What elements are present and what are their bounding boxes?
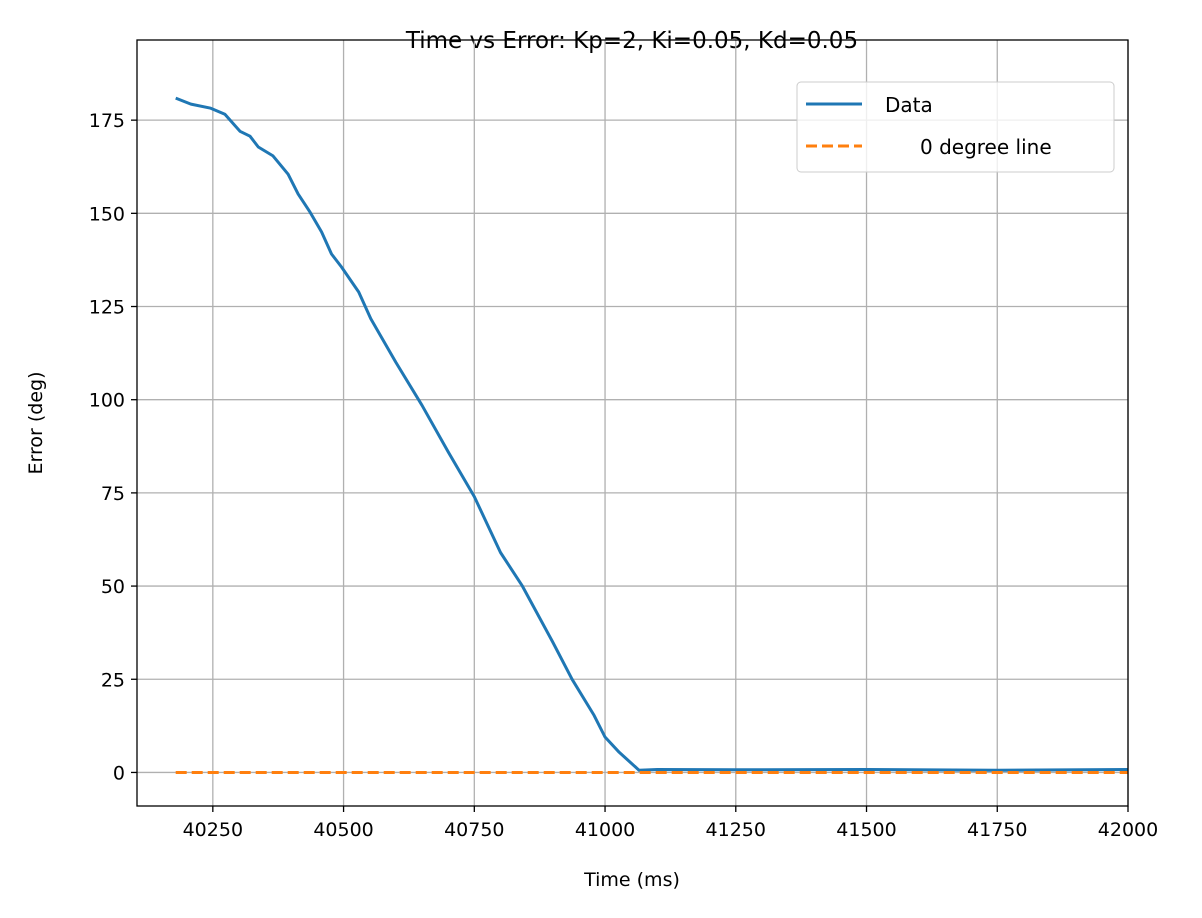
legend-label-zero-line: 0 degree line xyxy=(920,135,1052,159)
legend-label-data: Data xyxy=(885,93,933,117)
chart-title: Time vs Error: Kp=2, Ki=0.05, Kd=0.05 xyxy=(405,28,858,54)
x-tick-label: 41000 xyxy=(575,819,635,841)
y-tick-label: 50 xyxy=(101,576,125,598)
series xyxy=(175,96,1128,774)
legend-box xyxy=(796,81,1115,173)
y-tick-label: 75 xyxy=(101,483,125,505)
y-tick-label: 125 xyxy=(89,297,125,319)
x-tick-label: 41750 xyxy=(967,819,1027,841)
x-tick-label: 40250 xyxy=(183,819,243,841)
y-tick-label: 175 xyxy=(89,110,125,132)
x-tick-label: 41250 xyxy=(706,819,766,841)
y-axis-label: Error (deg) xyxy=(25,372,47,475)
series-line-data xyxy=(175,96,1128,772)
y-tick-label: 150 xyxy=(89,203,125,225)
y-tick-label: 25 xyxy=(101,669,125,691)
ticks: 40250 40500 40750 41000 41250 41500 41750 42000… xyxy=(89,110,1158,841)
y-tick-label: 100 xyxy=(89,390,125,412)
x-tick-label: 42000 xyxy=(1098,819,1158,841)
x-axis-label: Time (ms) xyxy=(583,869,680,891)
x-tick-label: 40750 xyxy=(444,819,504,841)
y-tick-label: 0 xyxy=(113,762,125,784)
legend: Data 0 degree line xyxy=(796,81,1115,173)
x-tick-label: 41500 xyxy=(836,819,896,841)
plot-frame xyxy=(136,39,1129,807)
x-tick-label: 40500 xyxy=(313,819,373,841)
